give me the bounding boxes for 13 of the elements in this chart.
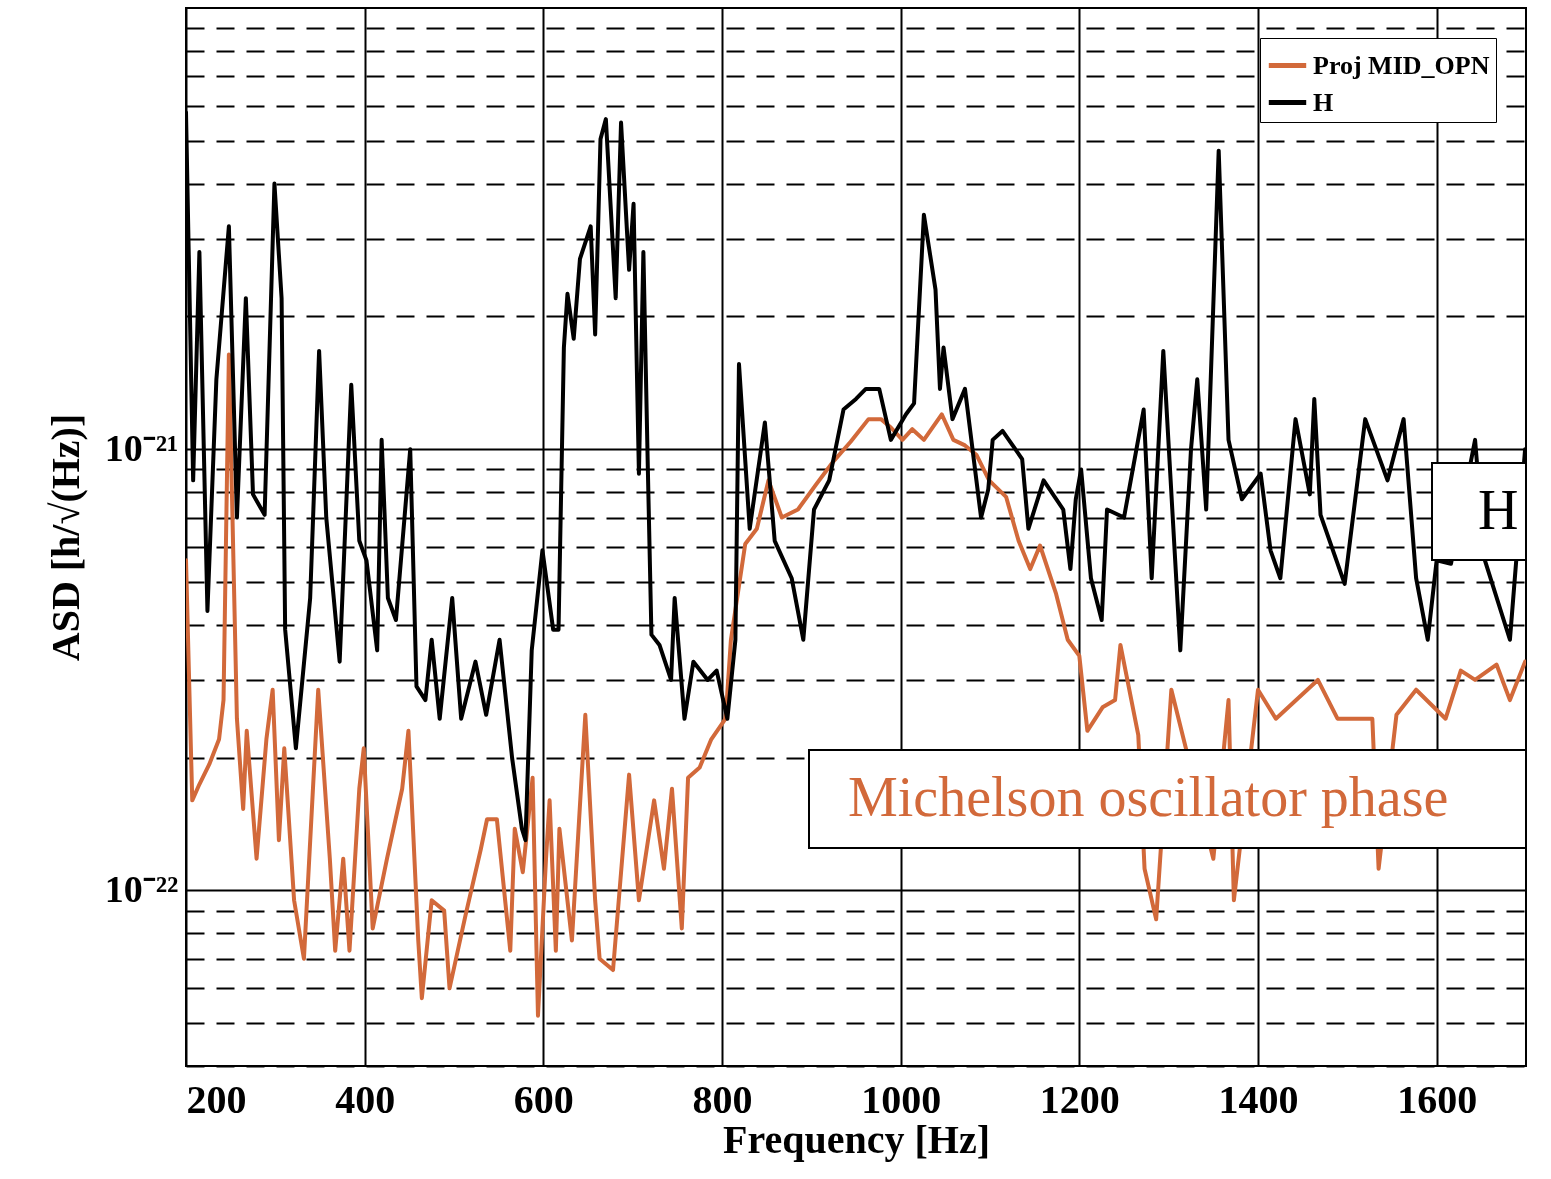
y-tick-label: 10⁻²¹	[104, 426, 179, 469]
x-tick-label: 200	[186, 1076, 247, 1122]
x-tick-label: 600	[513, 1076, 574, 1122]
x-tick-label: 400	[335, 1076, 396, 1122]
x-tick-label: 1400	[1218, 1076, 1299, 1122]
annotation: Michelson oscillator phase	[848, 766, 1449, 828]
y-tick-label: 10⁻²²	[104, 867, 179, 910]
legend-label: H	[1313, 87, 1334, 117]
x-tick-label: 1200	[1039, 1076, 1120, 1122]
y-axis-title: ASD [h/√(Hz)]	[42, 413, 88, 662]
legend-label: Proj MID_OPN	[1313, 50, 1490, 80]
annotation: H	[1478, 478, 1519, 541]
x-tick-label: 1600	[1397, 1076, 1478, 1122]
